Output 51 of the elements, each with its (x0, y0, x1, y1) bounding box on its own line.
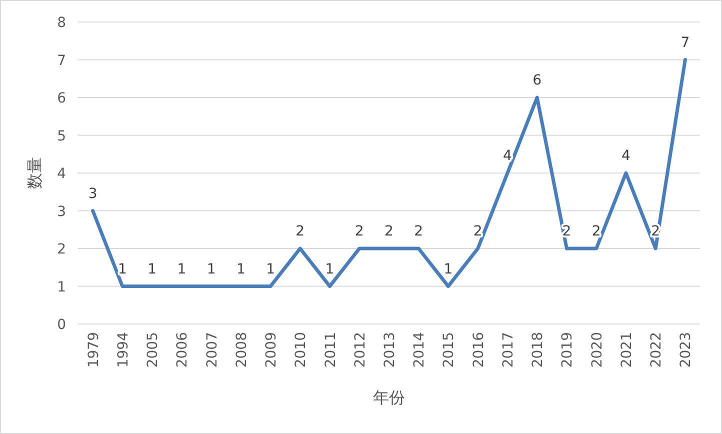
x-tick-label: 1979 (86, 332, 102, 368)
x-tick-label: 1994 (115, 332, 132, 368)
x-axis-title: 年份 (373, 388, 405, 407)
data-label: 1 (177, 261, 186, 278)
data-label: 2 (414, 224, 424, 240)
data-label: 2 (384, 224, 394, 240)
data-label: 1 (206, 261, 216, 278)
x-tick-label: 2014 (412, 332, 428, 368)
y-tick-label: 0 (57, 317, 66, 333)
y-tick-label: 5 (57, 128, 66, 144)
x-tick-label: 2021 (618, 332, 635, 368)
y-tick-label: 7 (57, 52, 66, 69)
y-tick-label: 4 (57, 166, 66, 182)
y-tick-label: 2 (57, 242, 66, 258)
x-tick-label: 2017 (500, 332, 516, 368)
data-label: 2 (354, 224, 364, 240)
data-label: 6 (532, 72, 542, 88)
x-tick-label: 2010 (293, 332, 310, 368)
data-label: 2 (473, 224, 482, 240)
data-label: 2 (296, 224, 305, 240)
x-tick-label: 2023 (678, 332, 694, 368)
x-tick-label: 2015 (441, 332, 458, 368)
data-label: 2 (592, 224, 601, 240)
x-tick-label: 2006 (174, 332, 191, 368)
y-tick-label: 1 (57, 279, 66, 296)
x-tick-label: 2016 (470, 332, 487, 368)
x-tick-label: 2005 (145, 332, 162, 368)
data-label: 1 (325, 261, 334, 278)
x-tick-label: 2018 (530, 332, 546, 368)
y-tick-label: 6 (57, 90, 66, 106)
y-tick-label: 3 (57, 204, 66, 220)
data-label: 1 (444, 261, 453, 278)
x-tick-label: 2009 (264, 332, 280, 368)
data-label: 7 (680, 34, 690, 51)
x-tick-label: 2019 (560, 332, 576, 368)
data-label: 1 (266, 261, 275, 278)
x-tick-label: 2007 (204, 332, 220, 368)
data-label: 1 (236, 261, 246, 278)
data-label: 1 (148, 261, 157, 278)
x-tick-label: 2020 (589, 332, 606, 368)
y-axis-title: 数量 (25, 157, 44, 189)
x-tick-label: 2022 (648, 332, 665, 368)
data-label: 1 (118, 261, 127, 278)
x-tick-label: 2012 (352, 332, 368, 368)
data-label: 3 (88, 186, 98, 202)
y-tick-label: 8 (57, 15, 66, 31)
data-label: 4 (503, 148, 512, 164)
x-tick-label: 2008 (234, 332, 250, 368)
data-label: 4 (621, 148, 630, 164)
x-tick-label: 2011 (322, 332, 339, 368)
x-tick-label: 2013 (382, 332, 398, 368)
